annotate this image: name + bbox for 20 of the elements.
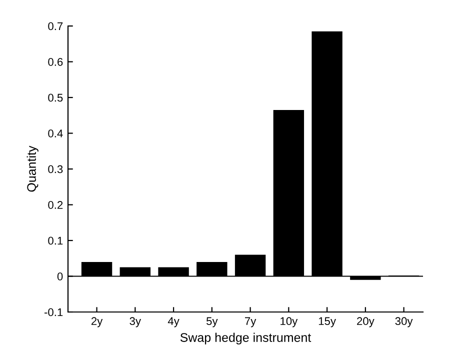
- x-tick-label: 20y: [357, 317, 374, 328]
- y-tick-label: 0.6: [48, 58, 63, 66]
- x-axis-title: Swap hedge instrument: [180, 332, 312, 344]
- x-tick-label: 7y: [245, 317, 256, 328]
- y-tick-label: 0: [57, 272, 63, 280]
- x-tick-label: 30y: [395, 317, 413, 328]
- x-tick-label: 2y: [91, 317, 103, 328]
- y-axis-title: Quantity: [26, 146, 38, 192]
- y-tick-label: 0.3: [48, 165, 63, 174]
- x-tick-label: 15y: [318, 317, 336, 328]
- y-tick-label: 0.5: [48, 94, 63, 102]
- y-tick-label: 0.7: [48, 22, 63, 30]
- x-tick-label: 10y: [280, 317, 298, 328]
- y-tick-label: 0.2: [48, 201, 63, 209]
- x-tick-label: 4y: [168, 317, 180, 328]
- x-tick-label: 5y: [206, 317, 218, 328]
- y-tick-label: 0.1: [48, 236, 63, 245]
- y-tick-label: 0.4: [48, 130, 63, 138]
- x-tick-label: 3y: [130, 317, 142, 328]
- y-tick-label: -0.1: [44, 308, 63, 316]
